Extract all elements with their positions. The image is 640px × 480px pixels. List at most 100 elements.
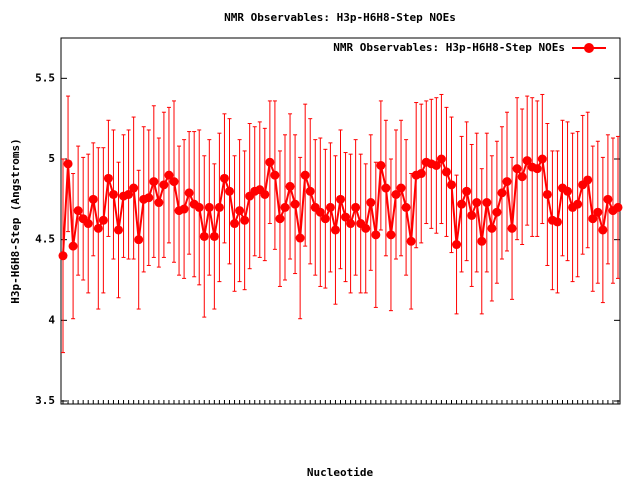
point xyxy=(457,199,467,209)
point xyxy=(452,240,462,250)
point xyxy=(93,223,103,233)
y-tick-label: 4 xyxy=(48,313,55,326)
point xyxy=(613,202,623,212)
point xyxy=(159,180,169,190)
point xyxy=(230,219,240,229)
point xyxy=(472,198,482,208)
point xyxy=(396,183,406,193)
point xyxy=(219,173,229,183)
point xyxy=(209,231,219,241)
point xyxy=(361,223,371,233)
point xyxy=(487,223,497,233)
point xyxy=(108,189,118,199)
legend-marker xyxy=(584,43,594,53)
point xyxy=(114,225,123,235)
point xyxy=(235,206,245,216)
point xyxy=(144,193,154,203)
point xyxy=(260,189,270,199)
point xyxy=(482,198,492,208)
point xyxy=(497,188,507,198)
point xyxy=(371,230,381,240)
point xyxy=(300,170,310,180)
point xyxy=(103,173,113,183)
point xyxy=(386,230,396,240)
point xyxy=(225,186,234,196)
point xyxy=(295,233,305,243)
point xyxy=(603,194,613,204)
point xyxy=(275,214,285,224)
point xyxy=(477,236,487,246)
point xyxy=(285,181,295,191)
point xyxy=(431,160,441,170)
point xyxy=(199,231,209,241)
point xyxy=(532,164,542,174)
point xyxy=(134,235,144,245)
point xyxy=(583,175,593,185)
point xyxy=(522,156,532,166)
point xyxy=(315,207,325,217)
y-tick-label: 4.5 xyxy=(35,233,55,246)
point xyxy=(240,215,250,225)
point xyxy=(366,198,376,208)
point xyxy=(542,189,552,199)
point xyxy=(88,194,98,204)
point xyxy=(502,177,512,187)
point xyxy=(492,207,502,217)
point xyxy=(401,202,411,212)
point xyxy=(124,189,134,199)
point xyxy=(416,169,426,179)
chart-title: NMR Observables: H3p-H6H8-Step NOEs xyxy=(224,11,456,24)
point xyxy=(169,177,179,187)
point xyxy=(441,167,451,177)
point xyxy=(376,160,386,170)
point xyxy=(351,202,361,212)
point xyxy=(290,199,300,209)
point xyxy=(325,202,335,212)
point xyxy=(341,212,351,222)
legend-label: NMR Observables: H3p-H6H8-Step NOEs xyxy=(333,41,565,54)
point xyxy=(63,159,73,169)
point xyxy=(154,198,164,208)
point xyxy=(129,183,139,193)
point xyxy=(573,199,583,209)
y-tick-label: 5 xyxy=(48,152,55,165)
point xyxy=(83,219,93,229)
y-tick-label: 5.5 xyxy=(35,71,55,84)
point xyxy=(184,188,194,198)
point xyxy=(512,164,522,174)
point xyxy=(265,157,275,167)
point xyxy=(381,183,391,193)
point xyxy=(336,194,345,204)
point xyxy=(280,202,290,212)
point xyxy=(179,204,189,214)
point xyxy=(320,214,330,224)
point xyxy=(517,172,527,182)
x-axis-label: Nucleotide xyxy=(307,466,374,479)
point xyxy=(305,186,315,196)
point xyxy=(588,214,598,224)
point xyxy=(194,202,204,212)
point xyxy=(406,236,416,246)
point xyxy=(214,202,224,212)
point xyxy=(346,219,356,229)
point xyxy=(563,186,573,196)
point xyxy=(537,154,547,164)
point xyxy=(68,241,78,251)
point xyxy=(436,154,446,164)
point xyxy=(552,217,562,227)
point xyxy=(598,225,608,235)
y-tick-label: 3.5 xyxy=(35,394,55,407)
point xyxy=(507,223,517,233)
point xyxy=(149,177,159,187)
point xyxy=(270,170,280,180)
point xyxy=(330,225,340,235)
point xyxy=(593,207,603,217)
point xyxy=(58,251,68,261)
point xyxy=(73,206,83,216)
point xyxy=(467,210,477,220)
point xyxy=(204,202,214,212)
point xyxy=(98,215,108,225)
point xyxy=(462,186,472,196)
point xyxy=(164,170,174,180)
